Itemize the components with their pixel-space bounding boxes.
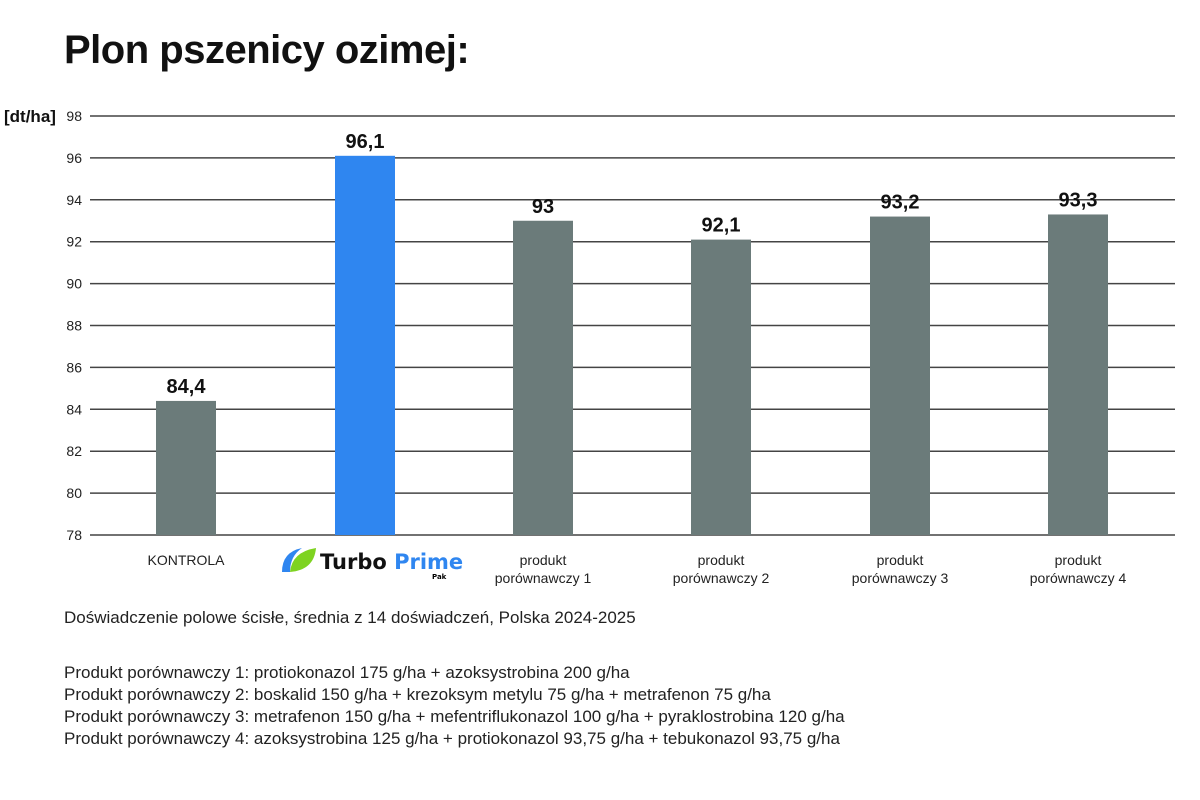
data-label: 93,2 bbox=[881, 192, 920, 214]
y-axis-label: [dt/ha] bbox=[4, 107, 56, 126]
legend-item: Produkt porównawczy 2: boskalid 150 g/ha… bbox=[64, 685, 771, 704]
y-tick-label: 96 bbox=[66, 150, 82, 166]
x-tick-label: porównawczy 4 bbox=[1030, 570, 1127, 586]
y-tick-label: 94 bbox=[66, 192, 82, 208]
leaf-icon bbox=[290, 548, 316, 572]
y-tick-label: 92 bbox=[66, 234, 82, 250]
bar bbox=[335, 155, 395, 535]
bar bbox=[156, 400, 216, 535]
bar bbox=[513, 220, 573, 535]
legend-item: Produkt porównawczy 1: protiokonazol 175… bbox=[64, 663, 630, 682]
source-note: Doświadczenie polowe ścisłe, średnia z 1… bbox=[64, 608, 636, 627]
data-label: 92,1 bbox=[702, 215, 741, 237]
x-tick-label: porównawczy 2 bbox=[673, 570, 770, 586]
x-tick-label: porównawczy 3 bbox=[852, 570, 949, 586]
y-tick-label: 78 bbox=[66, 527, 82, 543]
y-tick-label: 90 bbox=[66, 276, 82, 292]
y-tick-label: 86 bbox=[66, 359, 82, 375]
y-tick-label: 82 bbox=[66, 443, 82, 459]
leaf-icon bbox=[282, 548, 302, 572]
y-tick-label: 84 bbox=[66, 401, 82, 417]
svg-text:Pak: Pak bbox=[432, 573, 447, 581]
x-tick-label: produkt bbox=[1055, 552, 1102, 568]
y-tick-label: 98 bbox=[66, 108, 82, 124]
legend-item: Produkt porównawczy 3: metrafenon 150 g/… bbox=[64, 707, 845, 726]
data-label: 93,3 bbox=[1059, 189, 1098, 211]
bar bbox=[870, 216, 930, 535]
bar bbox=[691, 239, 751, 536]
x-tick-label: KONTROLA bbox=[147, 552, 225, 568]
y-tick-label: 88 bbox=[66, 318, 82, 334]
chart-title: Plon pszenicy ozimej: bbox=[64, 28, 470, 72]
legend-item: Produkt porównawczy 4: azoksystrobina 12… bbox=[64, 729, 840, 748]
x-tick-label: produkt bbox=[520, 552, 567, 568]
x-tick-label: porównawczy 1 bbox=[495, 570, 592, 586]
product-legend: Produkt porównawczy 1: protiokonazol 175… bbox=[64, 662, 845, 750]
data-label: 84,4 bbox=[167, 376, 207, 398]
data-label: 96,1 bbox=[346, 131, 385, 153]
x-tick-label: produkt bbox=[698, 552, 745, 568]
x-tick-label: produkt bbox=[877, 552, 924, 568]
bar bbox=[1048, 214, 1108, 535]
x-tick-label: Turbo Prime bbox=[320, 550, 463, 574]
y-tick-label: 80 bbox=[66, 485, 82, 501]
bar-chart: [dt/ha] 78 80 82 84 86 88 90 92 94 96 98 84,4 KONTROL… bbox=[4, 107, 1175, 586]
data-label: 93 bbox=[532, 196, 554, 218]
